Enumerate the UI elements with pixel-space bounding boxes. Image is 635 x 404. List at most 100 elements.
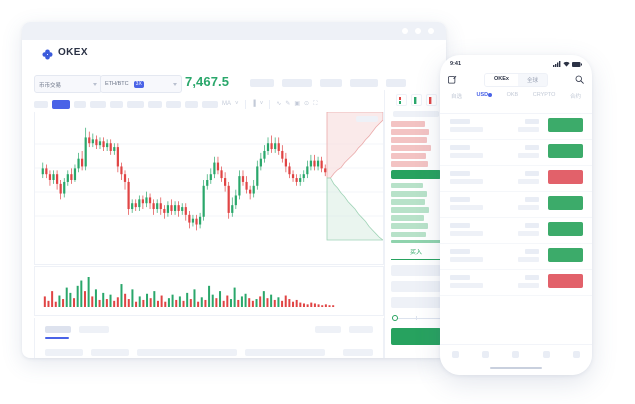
orderbook-bid-row[interactable] <box>391 215 424 221</box>
slider-knob[interactable] <box>392 314 398 321</box>
camera-icon[interactable]: ▣ <box>294 101 301 107</box>
buy-submit-button[interactable] <box>391 327 441 345</box>
window-dot-3[interactable] <box>428 28 434 34</box>
orders-tabs[interactable] <box>45 326 109 333</box>
price-change-badge[interactable] <box>548 248 583 262</box>
phone-tab-crypto[interactable]: CRYPTO <box>532 92 556 98</box>
price-change-badge[interactable] <box>548 196 583 210</box>
ma-indicator-label[interactable]: MA <box>222 101 231 107</box>
price-change-badge[interactable] <box>548 118 583 132</box>
wave-line-icon[interactable]: ∿ <box>276 101 282 107</box>
orderbook-ask-row[interactable] <box>391 121 425 127</box>
phone-clock: 9:41 <box>450 61 462 67</box>
chevron-down-icon-2[interactable]: ˅ <box>259 101 264 107</box>
segment-okex[interactable]: OKEx <box>485 74 518 86</box>
phone-tab-bar[interactable] <box>440 344 592 375</box>
search-icon[interactable] <box>575 71 584 89</box>
phone-tab-favorites[interactable]: 自选 <box>451 94 463 100</box>
market-list-item[interactable] <box>440 114 592 140</box>
orderbook-ask-row[interactable] <box>391 145 431 151</box>
volume-bar <box>284 295 287 307</box>
phone-tab-bar-items[interactable] <box>440 345 592 358</box>
orderbook-bid-row[interactable] <box>391 207 429 213</box>
price-change-badge[interactable] <box>548 144 583 158</box>
orders-tool-1[interactable] <box>315 326 341 333</box>
toolbar-chip-3[interactable] <box>74 100 86 108</box>
toolbar-chip-1[interactable] <box>34 100 48 108</box>
candle-body <box>156 203 159 210</box>
phone-tab-usd[interactable]: USD <box>477 92 493 100</box>
phone-market-list[interactable] <box>440 114 592 296</box>
orderbook-both-view-icon[interactable] <box>395 94 407 106</box>
market-list-item[interactable] <box>440 166 592 192</box>
orderbook-bid-row[interactable] <box>391 231 426 238</box>
settings-icon[interactable]: ⊙ <box>304 101 310 107</box>
orderbook-view-toggles[interactable] <box>385 90 446 109</box>
volume-bar <box>229 299 232 307</box>
chart-toolbar[interactable]: MA ˅ ▐ ˅ ∿ ✎ ▣ ⊙ ⛶ <box>34 96 382 113</box>
candle-style-icon[interactable]: ▐ <box>251 101 256 107</box>
phone-tab-contract[interactable]: 合约 <box>569 94 581 100</box>
price-change-badge[interactable] <box>548 222 583 236</box>
orderbook-ask-row[interactable] <box>391 137 427 143</box>
orderbook-bids-view-icon[interactable] <box>410 94 422 106</box>
market-list-item[interactable] <box>440 218 592 244</box>
orders-tab-2[interactable] <box>79 326 109 333</box>
toolbar-chip-9[interactable] <box>185 100 198 108</box>
orderbook-ask-row[interactable] <box>391 153 426 159</box>
phone-tabbar-item-1[interactable] <box>451 351 459 358</box>
window-controls[interactable] <box>402 28 434 34</box>
phone-market-tabs[interactable]: 自选 USD OKB CRYPTO 合约 <box>440 89 592 104</box>
toolbar-chip-4[interactable] <box>90 100 106 108</box>
candlestick-chart[interactable] <box>34 112 384 265</box>
trading-pair-selector[interactable]: ETH/BTC 3X <box>100 75 182 93</box>
market-scope-segmented-control[interactable]: OKEx 全球 <box>484 73 548 87</box>
phone-tabbar-item-5[interactable] <box>573 351 581 358</box>
segment-global[interactable]: 全球 <box>526 78 538 84</box>
toolbar-chip-10[interactable] <box>202 100 218 108</box>
compose-edit-icon[interactable] <box>448 71 457 89</box>
price-input[interactable] <box>391 264 441 276</box>
buy-tab[interactable]: 买入 <box>391 247 441 260</box>
orderbook-bids[interactable] <box>385 182 446 238</box>
orderbook-bid-row[interactable] <box>391 182 423 189</box>
phone-tabbar-item-4[interactable] <box>542 351 550 358</box>
orders-tools[interactable] <box>315 326 373 333</box>
toolbar-chip-6[interactable] <box>127 100 144 108</box>
fullscreen-icon[interactable]: ⛶ <box>313 101 318 107</box>
orderbook-bid-row[interactable] <box>391 223 428 229</box>
phone-tabbar-item-2[interactable] <box>482 351 490 358</box>
pencil-icon[interactable]: ✎ <box>285 101 291 107</box>
amount-input[interactable] <box>391 280 441 292</box>
orderbook-ask-row[interactable] <box>391 129 429 135</box>
volume-bar <box>178 296 181 307</box>
window-dot-2[interactable] <box>415 28 421 34</box>
price-change-badge[interactable] <box>548 274 583 288</box>
orderbook-bid-row[interactable] <box>391 199 425 205</box>
toolbar-chip-5[interactable] <box>110 100 123 108</box>
orders-tab-1[interactable] <box>45 326 71 333</box>
orderbook-asks[interactable] <box>385 121 446 167</box>
phone-list-column-header <box>440 104 592 114</box>
chevron-down-icon[interactable]: ˅ <box>235 101 239 107</box>
market-list-item[interactable] <box>440 192 592 218</box>
orderbook-bid-row[interactable] <box>391 191 427 197</box>
market-list-item[interactable] <box>440 270 592 296</box>
toolbar-chip-7[interactable] <box>148 100 162 108</box>
toolbar-chip-8[interactable] <box>166 100 181 108</box>
window-dot-1[interactable] <box>402 28 408 34</box>
phone-tabbar-item-3[interactable] <box>512 351 520 358</box>
orderbook-ask-row[interactable] <box>391 161 428 167</box>
market-list-item[interactable] <box>440 140 592 166</box>
volume-bar <box>292 301 295 307</box>
orderbook-asks-view-icon[interactable] <box>425 94 437 106</box>
market-type-selector[interactable]: 币币交易 <box>34 75 102 93</box>
total-input[interactable] <box>391 296 441 308</box>
market-list-item[interactable] <box>440 244 592 270</box>
amount-slider[interactable] <box>392 314 440 322</box>
toolbar-chip-2[interactable] <box>52 99 70 109</box>
price-change-badge[interactable] <box>548 170 583 184</box>
orders-tool-2[interactable] <box>349 326 373 333</box>
volume-placeholder <box>518 231 539 236</box>
phone-tab-okb[interactable]: OKB <box>506 92 519 98</box>
